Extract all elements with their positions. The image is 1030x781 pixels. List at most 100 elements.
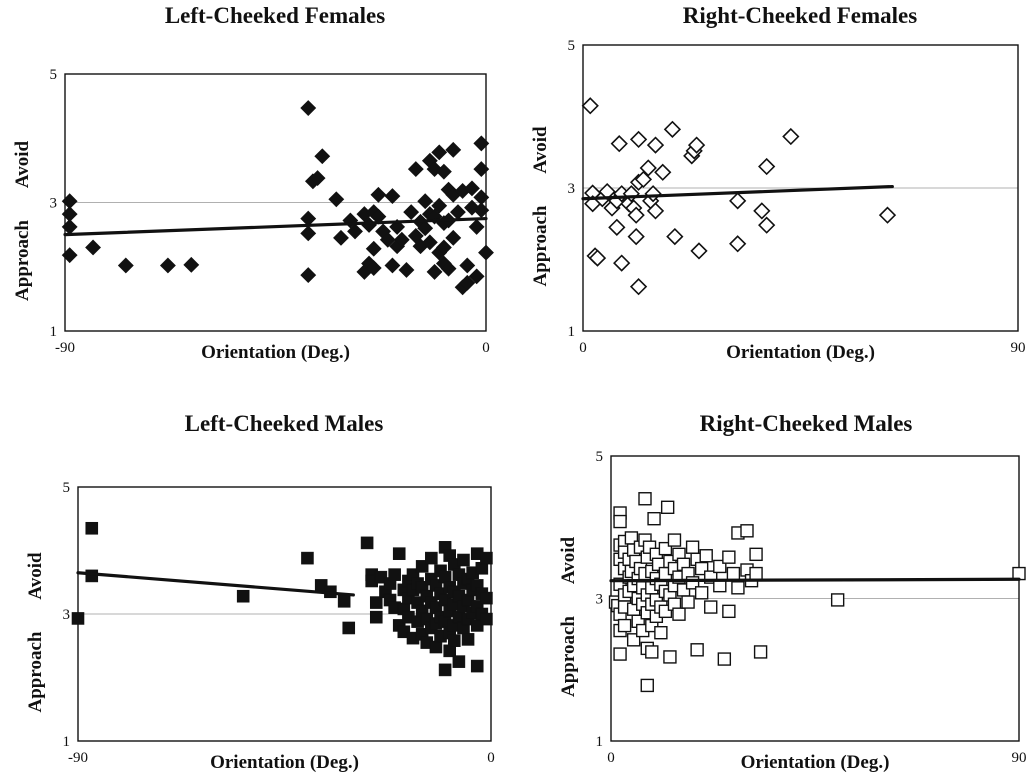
data-point	[461, 633, 475, 646]
data-point	[878, 206, 897, 224]
y-axis-label-avoid: Avoid	[25, 552, 46, 600]
data-point	[431, 197, 448, 214]
data-point	[704, 600, 718, 614]
data-point	[470, 659, 484, 673]
data-point	[333, 229, 349, 246]
y-tick-label: 1	[596, 734, 604, 750]
data-point	[431, 144, 448, 161]
data-point	[398, 262, 415, 278]
trend-line	[609, 577, 1021, 583]
data-point	[629, 278, 648, 296]
data-point	[301, 551, 314, 565]
y-axis-label-avoid: Avoid	[12, 140, 33, 188]
data-point	[417, 193, 434, 210]
data-point	[717, 652, 732, 666]
data-point	[360, 536, 374, 550]
data-point	[369, 596, 383, 609]
y-tick-label: 1	[50, 324, 58, 340]
data-point	[672, 607, 686, 621]
x-tick-label: -90	[68, 750, 88, 766]
data-point	[445, 229, 462, 246]
x-tick-label: 0	[487, 750, 495, 766]
data-point	[457, 553, 470, 567]
data-point	[634, 170, 653, 189]
data-point	[421, 234, 438, 251]
data-point	[429, 640, 443, 654]
data-point	[388, 568, 401, 581]
data-point	[379, 231, 396, 248]
data-point	[403, 204, 420, 221]
data-point	[300, 100, 317, 116]
data-point	[581, 97, 599, 115]
data-point	[384, 257, 401, 274]
data-point	[473, 161, 490, 178]
data-point	[393, 231, 410, 248]
y-axis-label-approach: Approach	[25, 631, 46, 712]
data-point	[629, 130, 648, 149]
y-tick-label: 3	[63, 607, 71, 623]
x-tick-label: 0	[482, 340, 490, 356]
data-point	[425, 551, 438, 565]
data-point	[464, 180, 480, 197]
panel-right-cheeked-males: Right-Cheeked Males 1 3 5 0 90 Orientation (De…	[558, 411, 1027, 773]
chart-title: Right-Cheeked Males	[700, 411, 913, 436]
x-axis-label: Orientation (Deg.)	[201, 342, 350, 363]
data-point	[749, 566, 763, 581]
x-tick-label: 90	[1011, 340, 1026, 356]
data-point	[699, 549, 713, 563]
y-tick-label: 3	[596, 592, 604, 608]
x-tick-label: 90	[1012, 750, 1027, 766]
data-point	[588, 249, 607, 267]
data-point	[480, 612, 493, 626]
data-point	[347, 223, 363, 240]
data-point	[435, 239, 452, 256]
x-tick-label: -90	[55, 340, 75, 356]
y-axis-label-approach: Approach	[12, 220, 33, 301]
data-point	[640, 678, 654, 693]
data-point	[646, 202, 665, 220]
data-point	[667, 533, 682, 547]
trend-line	[581, 184, 894, 201]
data-point	[392, 547, 406, 560]
data-point	[729, 235, 747, 253]
data-point	[681, 595, 695, 609]
data-point	[646, 136, 665, 154]
data-point	[782, 127, 800, 146]
y-tick-label: 5	[596, 449, 604, 465]
data-point	[85, 239, 101, 256]
data-point	[447, 634, 461, 647]
panel-left-cheeked-females: Left-Cheeked Females 1 3 5 -90 0 Orientation (…	[12, 3, 494, 363]
data-point	[426, 263, 443, 280]
data-point	[645, 645, 659, 659]
data-point	[627, 227, 645, 246]
data-point	[365, 260, 382, 276]
data-point	[61, 247, 78, 264]
data-point	[663, 120, 682, 139]
x-tick-label: 0	[579, 340, 587, 356]
data-point	[85, 569, 99, 583]
y-axis-label-approach: Approach	[530, 205, 551, 286]
data-point	[365, 240, 382, 257]
x-tick-label: 0	[607, 750, 615, 766]
data-point	[647, 512, 661, 526]
x-axis-label: Orientation (Deg.)	[741, 752, 890, 773]
data-point	[480, 551, 493, 565]
data-point	[459, 274, 476, 291]
chart-title: Left-Cheeked Females	[165, 3, 385, 28]
data-point	[660, 500, 675, 514]
data-point	[407, 161, 424, 178]
data-point	[639, 159, 657, 177]
y-axis-label-approach: Approach	[558, 616, 579, 697]
data-point	[445, 141, 462, 158]
data-point	[342, 621, 356, 635]
data-point	[473, 135, 490, 152]
data-point	[758, 157, 776, 176]
data-point	[687, 136, 706, 154]
data-point	[666, 227, 684, 246]
data-point	[749, 547, 763, 562]
data-point	[384, 188, 401, 204]
data-point	[159, 257, 176, 274]
y-tick-label: 1	[568, 324, 576, 340]
chart-title: Left-Cheeked Males	[185, 411, 384, 436]
data-point	[830, 593, 845, 607]
